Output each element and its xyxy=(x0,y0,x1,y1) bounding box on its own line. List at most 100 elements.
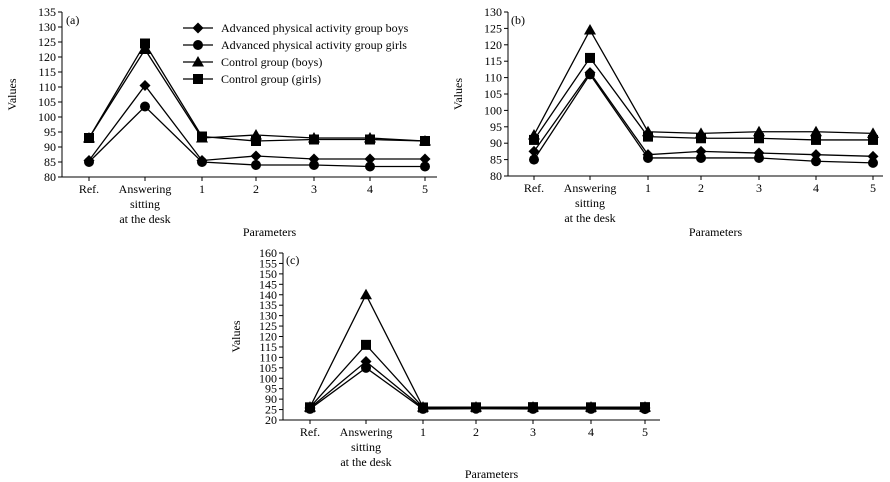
data-point xyxy=(586,402,596,413)
data-point xyxy=(365,134,375,145)
data-point xyxy=(528,145,540,157)
data-point xyxy=(696,152,706,163)
data-point xyxy=(528,402,538,413)
y-tick-label: 150 xyxy=(259,267,277,281)
y-tick-label: 110 xyxy=(259,350,277,364)
panel-label: (a) xyxy=(66,13,79,27)
panel-c: 2025909510010511011512012513013514014515… xyxy=(229,246,660,481)
data-point xyxy=(420,161,430,172)
legend-marker xyxy=(193,40,203,50)
data-point xyxy=(643,152,653,163)
y-tick-label: 110 xyxy=(38,80,56,94)
data-point xyxy=(529,134,539,145)
y-tick-label: 90 xyxy=(265,392,277,406)
series-line xyxy=(88,84,425,162)
x-tick-label: 3 xyxy=(756,181,762,195)
x-tick-label: Ref. xyxy=(300,425,320,439)
y-tick-label: 135 xyxy=(259,298,277,312)
data-point xyxy=(811,134,821,145)
y-axis-title: Values xyxy=(229,320,243,352)
data-point xyxy=(420,136,430,146)
panel-label: (b) xyxy=(511,13,525,27)
y-tick-label: 100 xyxy=(38,110,56,124)
y-tick-label: 20 xyxy=(265,413,277,427)
y-tick-label: 120 xyxy=(38,50,56,64)
legend-marker xyxy=(192,22,204,34)
data-point xyxy=(139,43,151,54)
y-tick-label: 120 xyxy=(484,38,502,52)
y-tick-label: 95 xyxy=(265,382,277,396)
data-point xyxy=(640,402,650,413)
data-point xyxy=(305,402,315,413)
data-point xyxy=(197,131,207,142)
x-tick-label: Ref. xyxy=(524,181,544,195)
x-tick-label: Answering sitting at the desk xyxy=(340,425,393,469)
x-tick-label: 5 xyxy=(642,425,648,439)
data-point xyxy=(140,38,150,49)
x-tick-label: Answering sitting at the desk xyxy=(119,182,172,226)
y-tick-label: 105 xyxy=(259,361,277,375)
y-tick-label: 80 xyxy=(44,170,56,184)
data-point xyxy=(251,136,261,146)
data-point xyxy=(754,152,764,163)
legend: Advanced physical activity group boys Adv… xyxy=(183,21,409,86)
legend-label: Control group (girls) xyxy=(221,72,321,86)
y-tick-label: 85 xyxy=(490,153,502,167)
series-line xyxy=(309,360,645,409)
data-point xyxy=(529,154,539,165)
x-tick-label: 4 xyxy=(367,182,373,196)
data-point xyxy=(471,402,481,413)
x-tick-label: 4 xyxy=(813,181,819,195)
y-tick-label: 25 xyxy=(265,403,277,417)
data-point xyxy=(811,156,821,167)
legend-label: Advanced physical activity group girls xyxy=(221,38,407,52)
y-axis-title: Values xyxy=(5,78,19,110)
series-line xyxy=(533,56,873,141)
y-tick-label: 135 xyxy=(38,5,56,19)
legend-marker xyxy=(192,56,204,67)
data-point xyxy=(868,134,878,145)
x-tick-label: 1 xyxy=(420,425,426,439)
y-tick-label: 105 xyxy=(38,95,56,109)
legend-marker xyxy=(193,74,203,84)
data-point xyxy=(754,133,764,144)
data-point xyxy=(309,160,319,170)
x-tick-label: 1 xyxy=(645,181,651,195)
data-point xyxy=(84,157,94,167)
data-point xyxy=(643,131,653,142)
y-tick-label: 130 xyxy=(259,309,277,323)
y-tick-label: 105 xyxy=(484,87,502,101)
data-point xyxy=(364,153,376,165)
y-tick-label: 90 xyxy=(490,136,502,150)
data-point xyxy=(361,339,371,350)
data-point xyxy=(365,161,375,172)
data-point xyxy=(585,52,595,63)
data-point xyxy=(584,24,596,35)
y-axis-title: Values xyxy=(451,78,465,110)
y-tick-label: 160 xyxy=(259,246,277,260)
x-tick-label: 1 xyxy=(199,182,205,196)
x-tick-label: 3 xyxy=(311,182,317,196)
data-point xyxy=(140,101,150,112)
x-tick-label: 2 xyxy=(473,425,479,439)
x-axis-title: Parameters xyxy=(243,225,297,239)
x-tick-label: 3 xyxy=(530,425,536,439)
data-point xyxy=(250,150,262,162)
x-tick-label: 2 xyxy=(253,182,259,196)
data-point xyxy=(585,69,595,80)
y-tick-label: 120 xyxy=(259,330,277,344)
y-tick-label: 85 xyxy=(44,155,56,169)
series-line xyxy=(309,343,646,409)
x-tick-label: 5 xyxy=(422,182,428,196)
y-tick-label: 110 xyxy=(484,71,502,85)
panel-label: (c) xyxy=(286,253,299,267)
y-tick-label: 140 xyxy=(259,288,277,302)
x-tick-label: Answering sitting at the desk xyxy=(564,181,617,225)
legend-label: Advanced physical activity group boys xyxy=(221,21,409,35)
y-tick-label: 115 xyxy=(259,340,277,354)
y-tick-label: 100 xyxy=(259,371,277,385)
data-point xyxy=(309,134,319,145)
